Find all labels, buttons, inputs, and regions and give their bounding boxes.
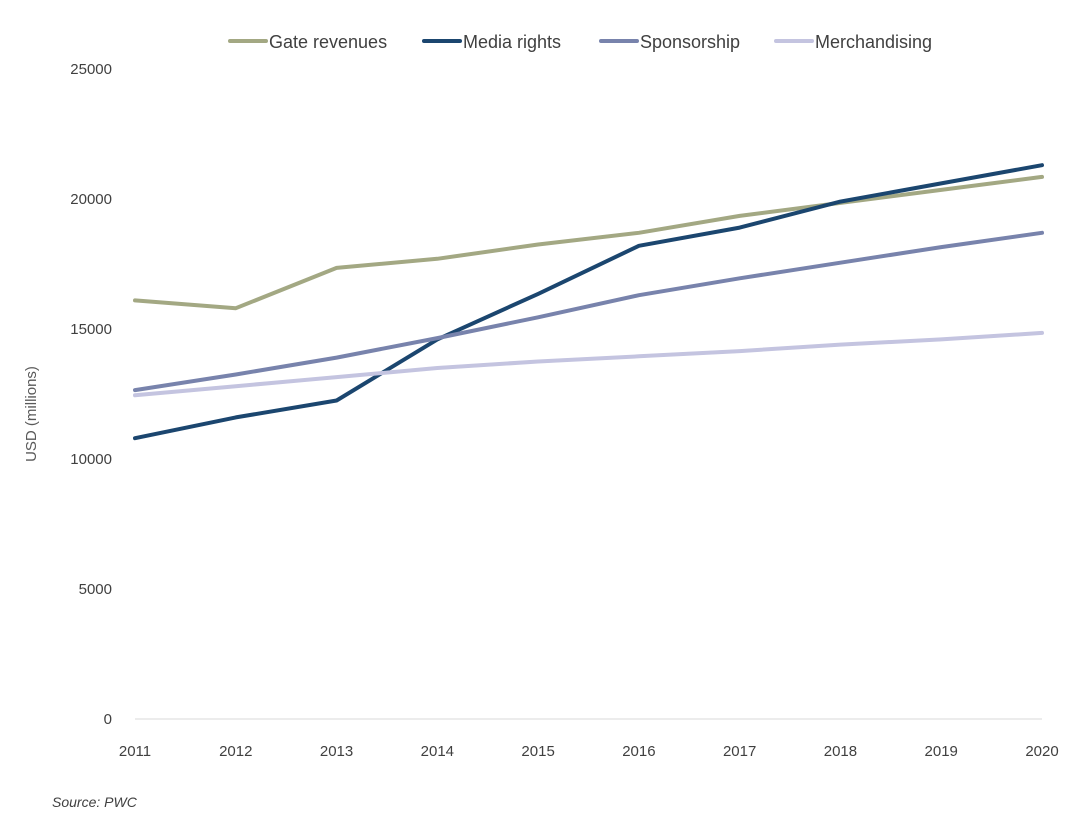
x-tick-label: 2012 bbox=[219, 743, 252, 760]
y-axis-title: USD (millions) bbox=[23, 366, 40, 462]
x-tick-label: 2013 bbox=[320, 743, 353, 760]
x-tick-label: 2019 bbox=[925, 743, 958, 760]
x-tick-label: 2018 bbox=[824, 743, 857, 760]
x-tick-label: 2016 bbox=[622, 743, 655, 760]
x-tick-label: 2020 bbox=[1025, 743, 1058, 760]
y-tick-label: 10000 bbox=[70, 451, 112, 468]
source-note: Source: PWC bbox=[52, 794, 137, 810]
y-axis-title-group: USD (millions) bbox=[23, 366, 40, 462]
x-tick-label: 2015 bbox=[521, 743, 554, 760]
y-axis: 0 5000 10000 15000 20000 25000 bbox=[70, 61, 112, 728]
legend-label: Gate revenues bbox=[269, 32, 387, 52]
series-line-sponsorship bbox=[133, 230, 1044, 393]
y-tick-label: 0 bbox=[104, 711, 112, 728]
legend: Gate revenues Media rights Sponsorship Merc… bbox=[228, 32, 932, 52]
x-tick-label: 2017 bbox=[723, 743, 756, 760]
legend-label: Merchandising bbox=[815, 32, 932, 52]
legend-label: Media rights bbox=[463, 32, 561, 52]
series-line-media-rights bbox=[133, 163, 1044, 441]
y-tick-label: 15000 bbox=[70, 321, 112, 338]
y-tick-label: 5000 bbox=[79, 581, 112, 598]
series-line-gate-revenues bbox=[133, 174, 1044, 311]
x-axis: 2011 2012 2013 2014 2015 2016 2017 2018 2019 2020 bbox=[119, 718, 1059, 760]
y-tick-label: 20000 bbox=[70, 191, 112, 208]
series-lines bbox=[133, 163, 1044, 441]
y-tick-label: 25000 bbox=[70, 61, 112, 78]
x-tick-label: 2014 bbox=[421, 743, 454, 760]
x-tick-label: 2011 bbox=[119, 743, 151, 760]
legend-label: Sponsorship bbox=[640, 32, 740, 52]
series-line-merchandising bbox=[133, 330, 1044, 398]
